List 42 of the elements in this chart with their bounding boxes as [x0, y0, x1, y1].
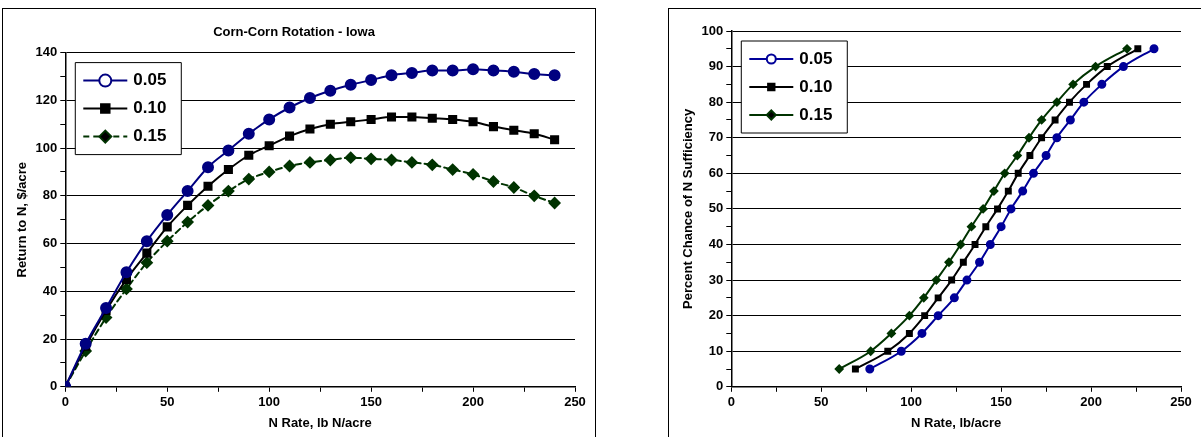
y-tick-label: 20	[42, 330, 58, 346]
y-tick-label: 70	[708, 129, 724, 145]
y-tick-label: 120	[35, 91, 58, 107]
y-tick-label: 60	[708, 164, 724, 180]
x-tick-label: 150	[990, 394, 1012, 410]
y-axis-title: Percent Chance of N Sufficiency	[680, 108, 696, 309]
legend-label: 0.05	[133, 70, 167, 90]
y-tick-label: 50	[708, 200, 724, 216]
legend-label: 0.10	[799, 76, 833, 96]
x-tick-label: 0	[61, 394, 69, 410]
x-tick-label: 250	[564, 394, 586, 410]
y-tick-label: 100	[35, 139, 58, 155]
x-axis-title: N Rate, lb N/acre	[268, 414, 372, 430]
y-tick-label: 140	[35, 44, 58, 60]
y-tick-label: 0	[716, 378, 724, 394]
legend-label: 0.15	[799, 104, 833, 124]
y-tick-label: 30	[708, 271, 724, 287]
x-tick-label: 0	[727, 394, 735, 410]
y-axis-title: Return to N, $/acre	[14, 161, 30, 278]
y-tick-label: 40	[708, 236, 724, 252]
legend-label: 0.05	[799, 48, 833, 68]
x-axis-title: N Rate, lb/acre	[910, 414, 1002, 430]
y-tick-label: 80	[42, 187, 58, 203]
x-tick-label: 150	[360, 394, 382, 410]
x-tick-label: 200	[1080, 394, 1102, 410]
x-tick-label: 100	[258, 394, 281, 410]
y-tick-label: 100	[701, 22, 724, 38]
y-tick-label: 10	[708, 342, 724, 358]
x-tick-label: 50	[160, 394, 175, 410]
y-tick-label: 60	[42, 235, 58, 251]
legend-label: 0.10	[133, 98, 167, 118]
x-tick-label: 100	[900, 394, 923, 410]
x-tick-label: 250	[1170, 394, 1192, 410]
x-tick-label: 200	[462, 394, 484, 410]
y-tick-label: 40	[42, 282, 58, 298]
x-tick-label: 50	[814, 394, 829, 410]
y-tick-label: 20	[708, 307, 724, 323]
y-tick-label: 90	[708, 58, 724, 74]
y-tick-label: 80	[708, 93, 724, 109]
legend-label: 0.15	[133, 126, 167, 146]
chart-title: Corn-Corn Rotation - Iowa	[213, 24, 376, 40]
y-tick-label: 0	[50, 378, 58, 394]
